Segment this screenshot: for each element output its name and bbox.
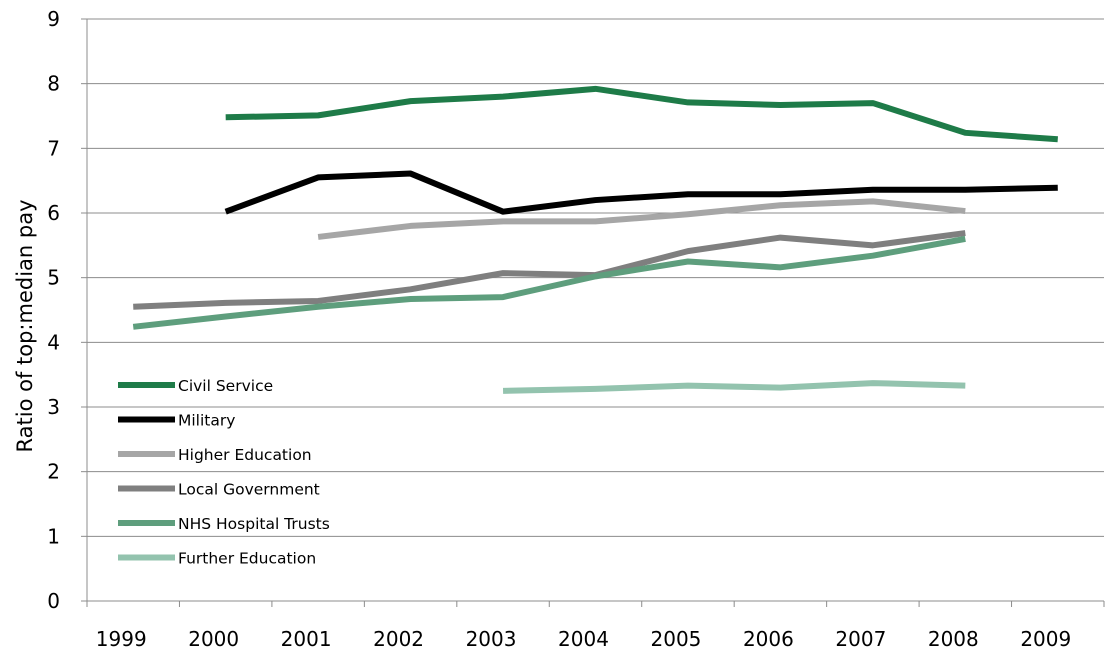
y-tick-label: 3 (47, 395, 60, 419)
legend-item: NHS Hospital Trusts (118, 515, 330, 533)
x-tick-labels: 1999 2000 2001 2002 2003 2004 2005 2006 2007 2008… (96, 627, 1071, 651)
legend-label: Civil Service (178, 377, 273, 395)
x-tick-label: 1999 (96, 627, 147, 651)
x-tick-label: 2006 (743, 627, 794, 651)
y-tick-label: 2 (47, 460, 60, 484)
y-tick-label: 7 (47, 136, 60, 160)
y-tick-label: 1 (47, 524, 60, 548)
legend-label: Higher Education (178, 446, 312, 464)
x-tick-label: 2002 (373, 627, 424, 651)
y-tick-label: 9 (47, 7, 60, 31)
legend-item: Higher Education (118, 446, 312, 464)
y-axis-title: Ratio of top:median pay (13, 199, 37, 452)
legend-item: Military (118, 412, 235, 430)
legend: Civil Service Military Higher Education Loc… (118, 377, 330, 568)
series-line-nhs-hospital-trusts (132, 235, 966, 330)
x-tick-label: 2000 (188, 627, 239, 651)
x-tick-label: 2005 (651, 627, 702, 651)
x-tick-label: 2007 (835, 627, 886, 651)
series-line-military (224, 170, 1058, 215)
series-line-higher-education (317, 198, 966, 240)
series-line-civil-service (225, 85, 1058, 143)
y-tick-label: 8 (47, 72, 60, 96)
series-line-local-government (133, 230, 966, 310)
x-tick-label: 2004 (558, 627, 609, 651)
legend-item: Civil Service (118, 377, 273, 395)
legend-label: Military (178, 412, 235, 430)
legend-item: Further Education (118, 550, 316, 568)
legend-label: Local Government (178, 481, 320, 499)
y-tick-label: 4 (47, 330, 60, 354)
y-tick-label: 5 (47, 266, 60, 290)
y-tick-label: 0 (47, 589, 60, 613)
y-tick-labels: 0 1 2 3 4 5 6 7 8 9 (47, 7, 60, 613)
legend-label: Further Education (178, 550, 316, 568)
x-tick-label: 2009 (1020, 627, 1071, 651)
series-line-further-education (502, 380, 966, 394)
legend-label: NHS Hospital Trusts (178, 515, 330, 533)
x-tick-label: 2001 (281, 627, 332, 651)
axes (81, 18, 1105, 607)
series-lines (132, 85, 1058, 394)
y-tick-label: 6 (47, 201, 60, 225)
legend-item: Local Government (118, 481, 320, 499)
x-tick-label: 2003 (466, 627, 517, 651)
x-tick-label: 2008 (928, 627, 979, 651)
